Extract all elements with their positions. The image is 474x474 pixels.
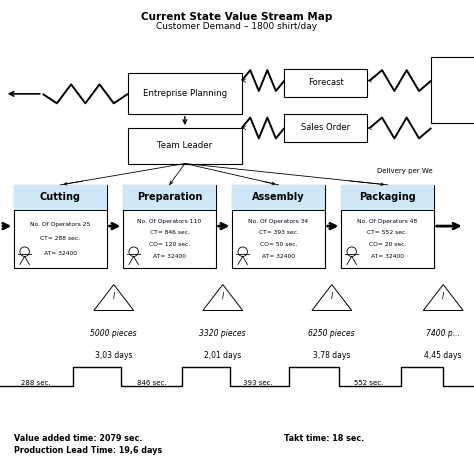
Text: No. Of Operators 48: No. Of Operators 48 [357, 219, 418, 224]
Text: 846 sec.: 846 sec. [137, 380, 166, 385]
Text: Assembly: Assembly [252, 192, 305, 202]
Text: Sales Order: Sales Order [301, 124, 350, 132]
Bar [128, 73, 242, 114]
Bar [431, 57, 474, 123]
Text: I: I [442, 292, 444, 301]
Text: Takt time: 18 sec.: Takt time: 18 sec. [284, 434, 365, 443]
Text: No. Of Operators 34: No. Of Operators 34 [248, 219, 309, 224]
Bar [284, 114, 367, 142]
Text: CO= 20 sec.: CO= 20 sec. [369, 242, 406, 247]
Text: 7400 p...: 7400 p... [426, 329, 460, 337]
Bar [123, 185, 216, 210]
Text: 288 sec.: 288 sec. [21, 380, 50, 385]
Text: Customer Demand – 1800 shirt/day: Customer Demand – 1800 shirt/day [156, 22, 318, 30]
Bar [232, 185, 325, 268]
Bar [232, 185, 325, 210]
Text: CT= 288 sec.: CT= 288 sec. [40, 236, 81, 241]
Text: AT= 32400: AT= 32400 [371, 254, 404, 259]
Text: 3320 pieces: 3320 pieces [200, 329, 246, 337]
Bar [284, 69, 367, 97]
Text: Preparation: Preparation [137, 192, 202, 202]
Text: I: I [113, 292, 115, 301]
Text: Packaging: Packaging [359, 192, 416, 202]
Text: 2,01 days: 2,01 days [204, 351, 241, 360]
Bar [14, 185, 107, 268]
Bar [341, 185, 434, 268]
Text: No. Of Operators 25: No. Of Operators 25 [30, 222, 91, 227]
Text: I: I [222, 292, 224, 301]
Text: AT= 32400: AT= 32400 [44, 251, 77, 256]
Text: Value added time: 2079 sec.: Value added time: 2079 sec. [14, 434, 143, 443]
Bar [128, 128, 242, 164]
Text: 3,03 days: 3,03 days [95, 351, 133, 360]
Text: Production Lead Time: 19,6 days: Production Lead Time: 19,6 days [14, 446, 163, 455]
Text: Cutting: Cutting [40, 192, 81, 202]
Text: AT= 32400: AT= 32400 [262, 254, 295, 259]
Text: 6250 pieces: 6250 pieces [309, 329, 355, 337]
Bar [14, 185, 107, 210]
Bar [123, 185, 216, 268]
Text: 4,45 days: 4,45 days [424, 351, 462, 360]
Text: CT= 393 sec.: CT= 393 sec. [258, 230, 299, 236]
Text: CT= 846 sec.: CT= 846 sec. [149, 230, 190, 236]
Text: Forecast: Forecast [308, 79, 344, 87]
Text: 5000 pieces: 5000 pieces [91, 329, 137, 337]
Text: Delivery per We: Delivery per We [377, 168, 432, 173]
Text: 393 sec.: 393 sec. [244, 380, 273, 385]
Text: No. Of Operators 110: No. Of Operators 110 [137, 219, 201, 224]
Text: 552 sec.: 552 sec. [354, 380, 383, 385]
Text: AT= 32400: AT= 32400 [153, 254, 186, 259]
Text: Team Leader: Team Leader [157, 141, 212, 150]
Text: Current State Value Stream Map: Current State Value Stream Map [141, 11, 333, 22]
Bar [341, 185, 434, 210]
Text: CO= 120 sec.: CO= 120 sec. [149, 242, 190, 247]
Text: Entreprise Planning: Entreprise Planning [143, 89, 227, 98]
Text: CT= 552 sec.: CT= 552 sec. [367, 230, 408, 236]
Text: CO= 50 sec.: CO= 50 sec. [260, 242, 297, 247]
Text: 3,78 days: 3,78 days [313, 351, 350, 360]
Text: I: I [331, 292, 333, 301]
